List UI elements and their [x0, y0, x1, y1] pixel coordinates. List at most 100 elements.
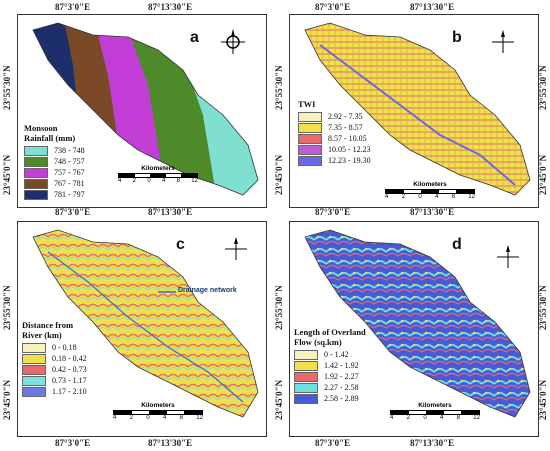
legend-row: 12.23 - 19.30	[298, 155, 371, 166]
scale-bar-graphic	[113, 410, 203, 415]
scale-ticks: 4 2 0 4 8 12	[385, 194, 475, 200]
panel-label-b: b	[452, 29, 462, 46]
river-distance-map	[32, 229, 259, 418]
drainage-network	[47, 251, 244, 403]
lat-label-d-upper: 23°55'30"N	[274, 285, 284, 330]
scale-bar-graphic	[118, 173, 198, 178]
rainfall-map	[32, 22, 259, 196]
lon-label-bot-left: 87°3'0"E	[55, 438, 91, 448]
scale-bar-graphic	[390, 410, 480, 415]
lon-label-mid-left-b: 87°3'0"E	[315, 207, 351, 217]
legend-label: 2.27 - 2.58	[324, 383, 359, 392]
legend-swatch	[298, 133, 322, 144]
legend-swatch	[24, 189, 48, 200]
legend-swatch	[22, 386, 46, 397]
scale-bar-graphic	[385, 189, 475, 194]
legend-label: 0.73 - 1.17	[52, 376, 87, 385]
legend-swatch	[298, 144, 322, 155]
north-arrow-c	[223, 236, 249, 262]
lon-label-bot-left-b: 87°3'0"E	[315, 438, 351, 448]
legend-row: 10.05 - 12.23	[298, 144, 371, 155]
scale-ticks: 4 2 0 4 8 12	[113, 415, 203, 421]
lat-label-d-lower: 23°45'0"N	[274, 379, 284, 420]
legend-swatch	[298, 122, 322, 133]
legend-swatch	[294, 382, 318, 393]
scale-ticks: 4 2 0 4 8 12	[390, 415, 480, 421]
legend-b: TWI 2.92 - 7.35 7.35 - 8.57 8.57 - 10.05…	[298, 99, 371, 166]
legend-row: 1.92 - 2.27	[294, 371, 384, 382]
north-arrow-a	[218, 27, 248, 57]
lat-label-a-lower: 23°45'0"N	[2, 154, 12, 195]
legend-swatch	[294, 393, 318, 404]
map-panel-c: c Drainage network Distance from River (…	[17, 221, 267, 437]
legend-label: 10.05 - 12.23	[328, 145, 371, 154]
legend-row: 0.42 - 0.73	[22, 364, 92, 375]
legend-swatch	[298, 155, 322, 166]
legend-row: 2.58 - 2.89	[294, 393, 384, 404]
legend-title-c: Distance from River (km)	[22, 320, 74, 340]
scale-bar-b: Kilometers 4 2 0 4 8 12	[385, 181, 475, 200]
scale-title: Kilometers	[418, 402, 452, 409]
legend-swatch	[24, 156, 48, 167]
panel-label-d: d	[452, 236, 462, 253]
north-arrow-d	[495, 244, 521, 270]
lon-label-mid-right: 87°13'30"E	[148, 207, 193, 217]
map-panel-b: b TWI 2.92 - 7.35 7.35 - 8.57 8.57 - 10.…	[289, 14, 539, 208]
legend-row: 767 - 781	[24, 178, 85, 189]
legend-d: Length of Overland Flow (sq.km) 0 - 1.42…	[294, 327, 384, 404]
legend-label: 0.42 - 0.73	[52, 365, 87, 374]
legend-label: 2.92 - 7.35	[328, 112, 363, 121]
legend-row: 2.92 - 7.35	[298, 111, 371, 122]
legend-title-d: Length of Overland Flow (sq.km)	[294, 327, 366, 347]
lon-label-bot-right-b: 87°13'30"E	[410, 438, 455, 448]
lon-label-top-right: 87°13'30"E	[148, 2, 193, 12]
scale-bar-c: Kilometers 4 2 0 4 8 12	[113, 402, 203, 421]
watershed-boundary-a	[32, 22, 259, 196]
scale-ticks: 4 2 0 4 8 12	[118, 178, 198, 184]
lat-label-c-lower: 23°45'0"N	[2, 379, 12, 420]
main-channel	[319, 44, 516, 186]
legend-row: 2.27 - 2.58	[294, 382, 384, 393]
scale-title: Kilometers	[141, 402, 175, 409]
lon-label-top-left: 87°3'0"E	[55, 2, 91, 12]
lon-label-mid-right-b: 87°13'30"E	[410, 207, 455, 217]
legend-row: 748 - 757	[24, 156, 85, 167]
legend-swatch	[294, 349, 318, 360]
legend-row: 0 - 1.42	[294, 349, 384, 360]
scale-title: Kilometers	[141, 165, 175, 172]
legend-a: Monsoon Rainfall (mm) 738 - 748 748 - 75…	[24, 123, 85, 200]
legend-label: 8.57 - 10.05	[328, 134, 367, 143]
legend-label: 1.42 - 1.92	[324, 361, 359, 370]
lat-label-b-upper: 23°55'30"N	[274, 65, 284, 110]
scale-bar-a: Kilometers 4 2 0 4 8 12	[118, 165, 198, 184]
legend-swatch	[22, 353, 46, 364]
map-panel-d: d Length of Overland Flow (sq.km) 0 - 1.…	[289, 221, 539, 437]
legend-swatch	[24, 167, 48, 178]
legend-title-b: TWI	[298, 99, 316, 109]
drainage-network-label: Drainage network	[178, 287, 237, 294]
legend-swatch	[22, 375, 46, 386]
legend-label: 2.58 - 2.89	[324, 394, 359, 403]
lon-label-mid-left: 87°3'0"E	[55, 207, 91, 217]
legend-row: 8.57 - 10.05	[298, 133, 371, 144]
legend-label: 0 - 1.42	[324, 350, 349, 359]
legend-row: 0.18 - 0.42	[22, 353, 92, 364]
legend-swatch	[294, 371, 318, 382]
lat-label-c-upper: 23°55'30"N	[2, 285, 12, 330]
legend-c: Distance from River (km) 0 - 0.18 0.18 -…	[22, 320, 92, 397]
legend-row: 0.73 - 1.17	[22, 375, 92, 386]
overland-flow-map	[304, 229, 531, 418]
legend-label: 0.18 - 0.42	[52, 354, 87, 363]
legend-swatch	[22, 342, 46, 353]
legend-row: 757 - 767	[24, 167, 85, 178]
lon-label-bot-right: 87°13'30"E	[148, 438, 193, 448]
lat-label-d-upper-right: 23°55'30"N	[538, 285, 548, 330]
lat-label-b-lower: 23°45'0"N	[274, 154, 284, 195]
twi-map	[304, 22, 531, 196]
legend-row: 1.42 - 1.92	[294, 360, 384, 371]
legend-row: 781 - 797	[24, 189, 85, 200]
legend-title-a: Monsoon Rainfall (mm)	[24, 123, 76, 143]
legend-label: 7.35 - 8.57	[328, 123, 363, 132]
legend-row: 1.17 - 2.10	[22, 386, 92, 397]
north-arrow-b	[490, 29, 516, 55]
